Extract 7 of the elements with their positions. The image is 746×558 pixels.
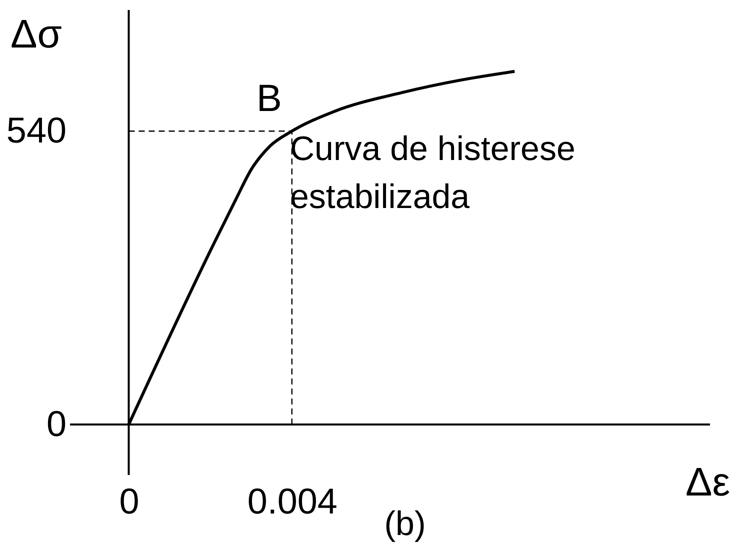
text: (b)	[384, 505, 426, 543]
annotation: B	[256, 78, 282, 120]
annotation: Curva de histerese estabilizada	[290, 130, 576, 216]
y-tick-label: 540	[6, 110, 66, 151]
x-tick-label: 0.004	[247, 480, 338, 522]
y-axis-title: Δσ	[10, 12, 62, 56]
x-axis-title: Δε	[686, 460, 730, 504]
